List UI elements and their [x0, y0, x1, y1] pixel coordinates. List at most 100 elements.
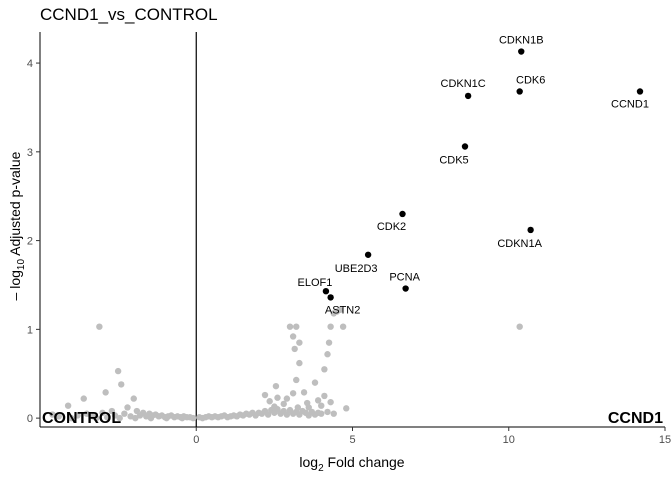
nonsignificant-point: [55, 413, 62, 420]
nonsignificant-point: [103, 414, 111, 421]
nonsignificant-point: [293, 323, 300, 330]
nonsignificant-point: [266, 398, 273, 405]
y-axis-title-subscript: 10: [16, 259, 27, 271]
nonsignificant-points: [49, 306, 523, 422]
nonsignificant-point: [99, 409, 106, 416]
nonsignificant-point: [339, 323, 347, 330]
significant-point-cdk5: [461, 143, 469, 150]
y-tick-label: 3: [27, 147, 33, 159]
chart-title: CCND1_vs_CONTROL: [40, 5, 218, 24]
nonsignificant-point: [336, 306, 344, 314]
nonsignificant-point: [318, 410, 325, 417]
y-axis-title-base: – log: [7, 270, 23, 300]
gene-label-elof1: ELOF1: [298, 277, 333, 289]
nonsignificant-point: [283, 411, 291, 418]
gene-label-cdk5: CDK5: [439, 155, 468, 167]
x-axis-title-subscript: 2: [318, 463, 324, 474]
nonsignificant-point: [163, 414, 170, 422]
nonsignificant-point: [296, 339, 303, 346]
nonsignificant-point: [93, 414, 100, 422]
nonsignificant-point: [130, 395, 137, 402]
x-tick-label: 10: [503, 434, 515, 446]
y-axis-title-rest: Adjusted p-value: [7, 151, 23, 259]
nonsignificant-point: [102, 389, 109, 396]
nonsignificant-point: [96, 323, 103, 330]
gene-label-ube2d3: UBE2D3: [335, 263, 378, 275]
significant-point-ube2d3: [364, 251, 372, 258]
axes: 0 5 10 15 0 1 2 3 4: [27, 32, 671, 446]
x-axis-title-rest: Fold change: [324, 454, 405, 470]
gene-labels: CDKN1B CDKN1C CDK6 CCND1 CDK5 CDK2 CDKN1A UBE2D…: [298, 35, 649, 317]
nonsignificant-point: [283, 395, 291, 402]
nonsignificant-point: [274, 394, 281, 401]
nonsignificant-point: [132, 414, 139, 422]
nonsignificant-point: [114, 367, 122, 375]
significant-point-elof1: [322, 287, 330, 295]
gene-label-cdkn1c: CDKN1C: [441, 78, 486, 90]
nonsignificant-point: [318, 402, 325, 409]
nonsignificant-point: [327, 323, 334, 330]
nonsignificant-point: [83, 410, 91, 417]
x-axis-title: log2 Fold change: [299, 454, 404, 474]
gene-label-cdk6: CDK6: [516, 74, 545, 86]
nonsignificant-point: [272, 382, 280, 390]
significant-point-cdkn1a: [527, 226, 534, 234]
y-tick-label: 0: [27, 413, 33, 425]
y-axis-title: – log10 Adjusted p-value: [7, 151, 27, 300]
significant-point-cdk2: [399, 210, 406, 218]
nonsignificant-point: [64, 402, 72, 409]
nonsignificant-point: [321, 392, 328, 400]
x-tick-label: 15: [659, 434, 671, 446]
right-group-label: CCND1: [608, 410, 663, 427]
nonsignificant-point: [49, 411, 56, 418]
x-tick-label: 5: [349, 434, 355, 446]
significant-point-astn2: [327, 294, 334, 301]
nonsignificant-point: [118, 381, 125, 388]
gene-label-ccnd1: CCND1: [611, 98, 649, 110]
nonsignificant-point: [178, 414, 186, 422]
nonsignificant-point: [305, 404, 312, 411]
gene-label-pcna: PCNA: [389, 272, 420, 284]
nonsignificant-point: [324, 351, 331, 358]
nonsignificant-point: [296, 359, 303, 367]
significant-point-cdkn1c: [464, 92, 472, 100]
significant-point-ccnd1: [636, 88, 644, 95]
nonsignificant-point: [300, 389, 308, 396]
nonsignificant-point: [108, 407, 116, 415]
y-tick-label: 1: [27, 324, 33, 336]
nonsignificant-point: [116, 414, 123, 422]
nonsignificant-point: [330, 410, 337, 417]
y-tick-label: 4: [27, 58, 33, 70]
left-group-label: CONTROL: [42, 410, 121, 427]
nonsignificant-point: [74, 412, 81, 419]
nonsignificant-point: [189, 414, 197, 422]
nonsignificant-point: [280, 400, 287, 408]
nonsignificant-point: [516, 323, 523, 330]
gene-label-cdkn1b: CDKN1B: [499, 35, 544, 47]
significant-points: [322, 48, 644, 301]
nonsignificant-point: [293, 376, 300, 384]
nonsignificant-point: [147, 414, 155, 422]
nonsignificant-point: [327, 398, 334, 406]
nonsignificant-point: [264, 411, 272, 418]
gene-label-cdk2: CDK2: [377, 221, 406, 233]
nonsignificant-point: [289, 333, 297, 340]
nonsignificant-point: [121, 410, 128, 417]
nonsignificant-point: [133, 407, 141, 415]
nonsignificant-point: [325, 339, 333, 346]
nonsignificant-point: [286, 323, 294, 330]
significant-point-cdk6: [516, 88, 523, 95]
nonsignificant-point: [321, 366, 328, 373]
nonsignificant-point: [68, 414, 75, 422]
x-tick-label: 0: [193, 434, 199, 446]
gene-label-astn2: ASTN2: [325, 304, 360, 316]
significant-point-pcna: [402, 285, 409, 292]
nonsignificant-point: [291, 345, 298, 353]
nonsignificant-point: [80, 395, 87, 402]
nonsignificant-point: [294, 404, 302, 411]
nonsignificant-point: [324, 408, 331, 416]
nonsignificant-point: [271, 403, 278, 410]
nonsignificant-point: [124, 404, 131, 411]
nonsignificant-point: [289, 390, 297, 397]
